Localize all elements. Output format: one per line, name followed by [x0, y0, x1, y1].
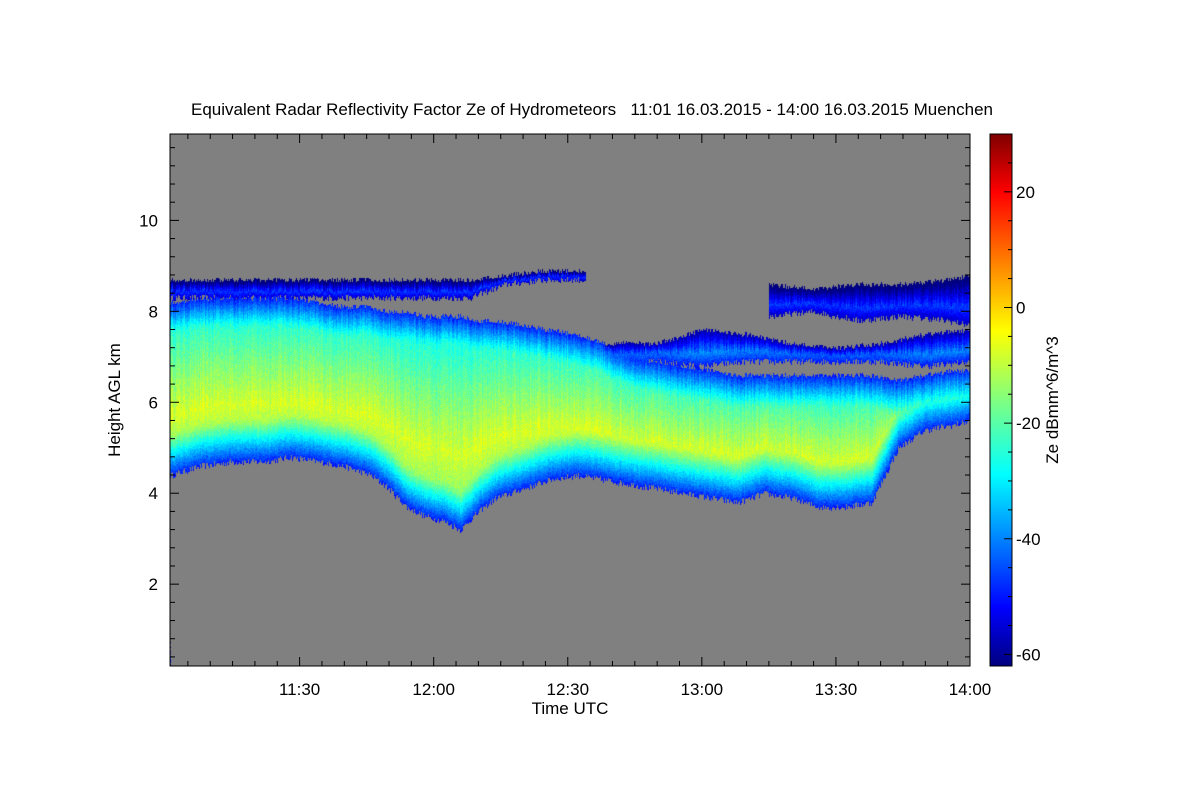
reflectivity-heatmap [170, 134, 970, 666]
x-tick-label: 12:00 [412, 680, 455, 699]
colorbar-tick-label: -60 [1016, 645, 1041, 664]
y-tick-label: 10 [139, 211, 158, 230]
y-axis: 2 4 6 8 10 [139, 147, 970, 658]
colorbar [989, 133, 1013, 667]
x-tick-label: 13:00 [681, 680, 724, 699]
y-tick-label: 8 [149, 302, 158, 321]
colorbar-tick-label: 20 [1016, 183, 1035, 202]
colorbar-tick-label: -40 [1016, 530, 1041, 549]
y-tick-label: 2 [149, 575, 158, 594]
y-axis-label: Height AGL km [105, 343, 124, 457]
colorbar-tick-label: -20 [1016, 414, 1041, 433]
x-tick-label: 13:30 [815, 680, 858, 699]
y-tick-label: 4 [149, 484, 158, 503]
x-tick-label: 11:30 [279, 680, 320, 699]
colorbar-axis: -60 -40 -20 0 20 [1004, 133, 1041, 664]
chart-title: Equivalent Radar Reflectivity Factor Ze … [191, 100, 993, 119]
x-tick-label: 12:30 [546, 680, 589, 699]
x-axis: 11:30 12:00 12:30 13:00 13:30 14:00 [187, 134, 992, 699]
plot-frame [169, 133, 971, 667]
x-tick-label: 14:00 [949, 680, 992, 699]
colorbar-tick-label: 0 [1016, 298, 1025, 317]
x-axis-label: Time UTC [532, 699, 609, 718]
colorbar-label: Ze dBmm^6/m^3 [1043, 336, 1062, 463]
y-tick-label: 6 [149, 393, 158, 412]
